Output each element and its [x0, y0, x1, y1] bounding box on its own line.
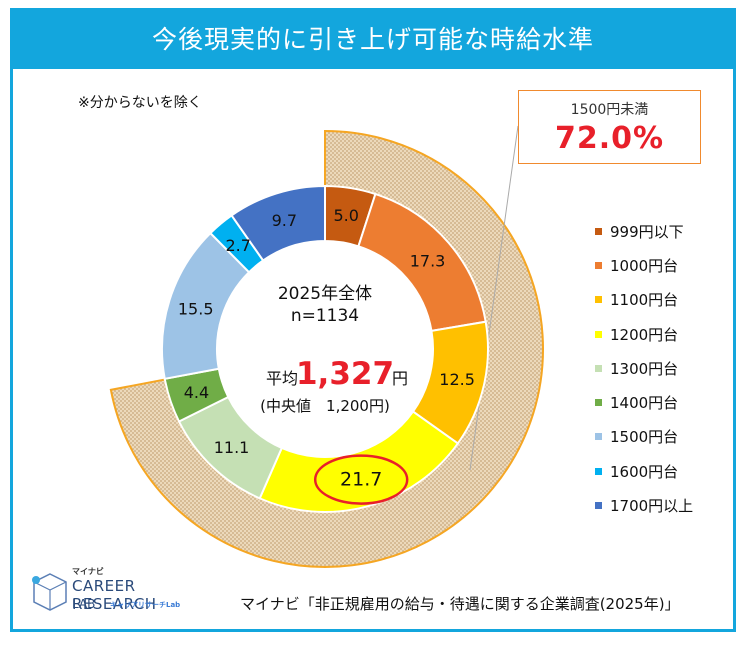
legend-item: 1000円台 — [595, 248, 693, 282]
data-label-1700円以上: 9.7 — [272, 211, 297, 230]
callout-box: 1500円未満 72.0% — [518, 90, 701, 164]
legend-label: 1200円台 — [610, 325, 679, 344]
data-label-1100円台: 12.5 — [439, 370, 475, 389]
legend-label: 1000円台 — [610, 256, 679, 275]
data-label-1200円台: 21.7 — [340, 469, 382, 491]
legend-swatch — [595, 364, 602, 372]
legend-label: 1400円台 — [610, 394, 679, 413]
callout-leader-line — [469, 125, 519, 471]
logo-cube-icon — [32, 573, 67, 611]
legend-item: 1300円台 — [595, 351, 693, 385]
average-value: 1,327 — [296, 356, 394, 392]
data-label-1400円台: 4.4 — [184, 383, 209, 402]
legend-item: 1400円台 — [595, 385, 693, 419]
logo-brand: マイナビ — [72, 567, 104, 576]
legend-swatch — [595, 399, 602, 407]
legend: 999円以下 1000円台 1100円台 1200円台 1300円台 1400円台 1500… — [595, 214, 693, 523]
center-sample-size: n=1134 — [291, 306, 359, 326]
legend-item: 1100円台 — [595, 283, 693, 317]
legend-label: 1500円台 — [610, 428, 679, 447]
data-label-1500円台: 15.5 — [178, 300, 214, 319]
legend-label: 1700円以上 — [610, 497, 694, 516]
legend-swatch — [595, 296, 602, 304]
callout-value: 72.0% — [554, 121, 665, 156]
logo-line2: LAB — [72, 597, 96, 611]
legend-swatch — [595, 261, 602, 269]
logo-sub: キャリアリサーチLab — [110, 601, 181, 609]
legend-swatch — [595, 502, 602, 510]
data-label-1600円台: 2.7 — [226, 236, 251, 255]
median-value: (中央値 1,200円) — [260, 397, 390, 415]
data-label-1000円台: 17.3 — [410, 251, 446, 270]
center-total-label: 2025年全体 — [278, 284, 372, 304]
legend-item: 1600円台 — [595, 454, 693, 488]
legend-item: 1500円台 — [595, 420, 693, 454]
data-label-1300円台: 11.1 — [214, 438, 250, 457]
source-citation: マイナビ「非正規雇用の給与・待遇に関する企業調査(2025年)」 — [240, 595, 680, 613]
legend-label: 999円以下 — [610, 222, 684, 241]
average-label: 平均 — [266, 369, 298, 388]
career-research-lab-logo: マイナビ CAREER RESEARCH LAB キャリアリサーチLab — [30, 566, 210, 616]
note-text: ※分からないを除く — [78, 95, 202, 111]
logo-line1: CAREER RESEARCH — [72, 577, 157, 613]
slice-1700円以上 — [230, 184, 326, 262]
legend-swatch — [595, 433, 602, 441]
chart-title: 今後現実的に引き上げ可能な時給水準 — [13, 11, 733, 69]
average-unit: 円 — [392, 369, 408, 388]
legend-item: 1200円台 — [595, 317, 693, 351]
legend-swatch — [595, 227, 602, 235]
legend-swatch — [595, 330, 602, 338]
legend-item: 999円以下 — [595, 214, 693, 248]
highlight-ellipse — [313, 454, 409, 505]
callout-label: 1500円未満 — [570, 102, 649, 118]
data-label-999円以下: 5.0 — [333, 206, 358, 225]
legend-label: 1600円台 — [610, 462, 679, 481]
legend-label: 1300円台 — [610, 359, 679, 378]
legend-item: 1700円以上 — [595, 488, 693, 522]
legend-swatch — [595, 467, 602, 475]
legend-label: 1100円台 — [610, 291, 679, 310]
